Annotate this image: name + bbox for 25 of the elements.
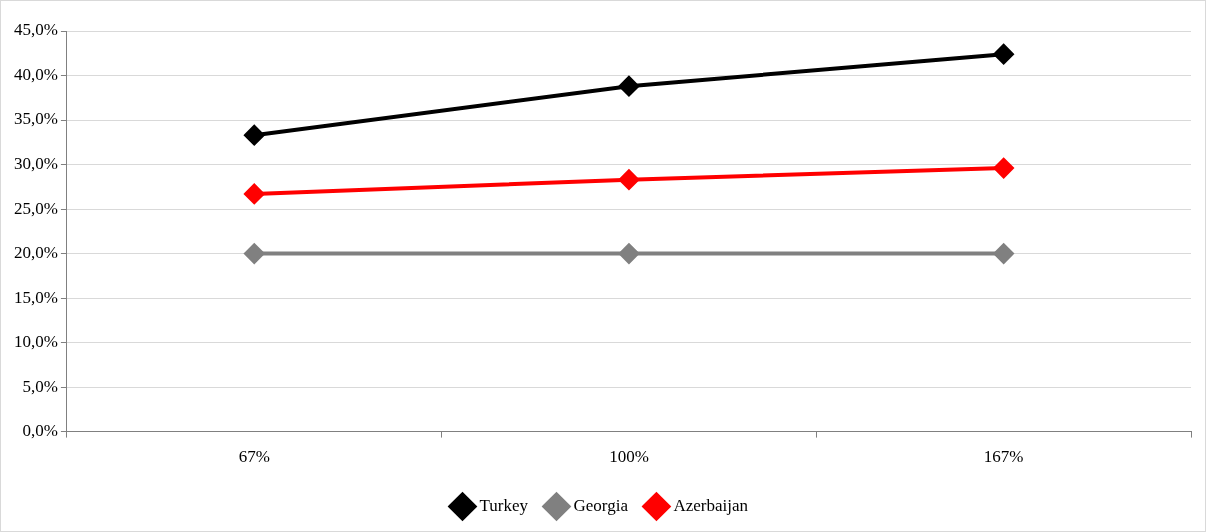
y-tick-label: 20,0% [13,243,58,263]
y-tick-label: 25,0% [13,198,58,218]
point [993,158,1014,179]
legend-label: Turkey [479,495,529,515]
y-tick-label: 40,0% [13,64,58,84]
y-tick-label: 5,0% [22,376,58,396]
point [244,183,265,204]
point [244,125,265,146]
y-tick-label: 30,0% [13,154,58,173]
point [618,76,639,97]
y-tick-label: 15,0% [13,287,58,307]
y-tick-label: 45,0% [13,20,58,40]
point [618,169,639,190]
legend-label: Azerbaijan [673,495,749,515]
point [993,44,1014,65]
point [993,243,1014,264]
y-tick-label: 10,0% [13,332,58,352]
x-tick-label: 67% [238,447,270,467]
y-tick-label: 35,0% [13,109,58,129]
point [244,243,265,264]
x-tick-label: 100% [609,447,649,467]
x-tick-label: 167% [983,447,1024,467]
legend-label: Georgia [573,495,629,515]
point [618,243,639,264]
y-tick-label: 0,0% [22,421,58,441]
